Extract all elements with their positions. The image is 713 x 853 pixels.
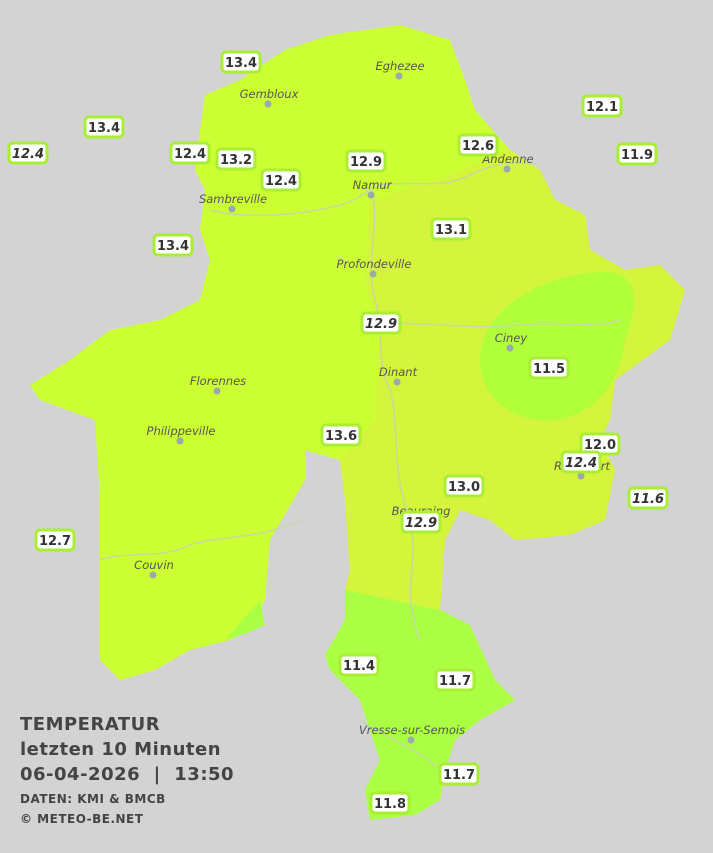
station-temp: 13.2 (220, 153, 252, 168)
town-dot (503, 165, 511, 173)
station-box (34, 528, 76, 552)
station-temp: 12.4 (174, 147, 206, 162)
town-label: Philippeville (147, 424, 216, 438)
town-label: Eghezee (375, 59, 424, 73)
station-temp: 11.7 (439, 674, 471, 689)
town-dot (506, 344, 514, 352)
station-temp: 13.4 (88, 121, 120, 136)
station-temp: 12.4 (565, 456, 597, 471)
town-dot (367, 191, 375, 199)
station-box (169, 141, 211, 165)
town-label: Namur (353, 178, 393, 192)
station-temp: 11.6 (632, 492, 664, 507)
cool-south (325, 590, 515, 820)
station-temp: 12.9 (350, 155, 382, 170)
station-box (345, 149, 387, 173)
station-box (7, 141, 49, 165)
station-box (152, 233, 194, 257)
town-dot (393, 378, 401, 386)
cool-zone (480, 271, 635, 421)
town-dot (369, 270, 377, 278)
station-box (430, 217, 472, 241)
subtitle: letzten 10 Minuten (20, 739, 221, 760)
station-box (338, 653, 380, 677)
station-temp: 13.4 (157, 239, 189, 254)
town-dot (577, 472, 585, 480)
town-label: Florennes (190, 374, 246, 388)
station-box (215, 147, 257, 171)
station-box (616, 142, 658, 166)
station-box (83, 115, 125, 139)
station-box (627, 486, 669, 510)
cool-west (225, 600, 265, 640)
station-temp: 12.6 (462, 139, 494, 154)
station-temp: 11.8 (374, 797, 406, 812)
town-label: Vresse-sur-Semois (359, 723, 465, 737)
station-temp: 11.7 (443, 768, 475, 783)
station-temp: 11.4 (343, 659, 375, 674)
town-label: Couvin (134, 558, 174, 572)
station-temp: 12.0 (584, 438, 616, 453)
town-label: Dinant (379, 365, 418, 379)
town-label: Profondeville (337, 257, 412, 271)
town-dot (264, 100, 272, 108)
town-label: Sambreville (199, 192, 267, 206)
station-box (443, 474, 485, 498)
source: DATEN: KMI & BMCB (20, 792, 166, 806)
station-box (220, 50, 262, 74)
town-label: Gembloux (240, 87, 299, 101)
station-box (320, 423, 362, 447)
town-label: Ciney (495, 331, 528, 345)
town-dot (149, 571, 157, 579)
station-temp: 12.9 (365, 317, 397, 332)
station-temp: 12.1 (586, 100, 618, 115)
station-box (434, 668, 476, 692)
station-box (438, 762, 480, 786)
station-temp: 12.9 (405, 516, 437, 531)
station-temp: 12.4 (265, 174, 297, 189)
town-dot (213, 387, 221, 395)
town-dot (176, 437, 184, 445)
town-dot (407, 736, 415, 744)
copyright: © METEO-BE.NET (20, 812, 144, 826)
station-temp: 12.7 (39, 534, 71, 549)
station-temp: 13.1 (435, 223, 467, 238)
station-temp: 12.4 (12, 147, 44, 162)
title: TEMPERATUR (20, 714, 160, 735)
station-temp: 11.9 (621, 148, 653, 163)
station-temp: 13.0 (448, 480, 480, 495)
station-box (369, 791, 411, 815)
station-box (528, 356, 570, 380)
station-box (260, 168, 302, 192)
town-dot (228, 205, 236, 213)
station-box (581, 94, 623, 118)
station-temp: 13.4 (225, 56, 257, 71)
station-temp: 13.6 (325, 429, 357, 444)
timestamp: 06-04-2026 | 13:50 (20, 764, 234, 785)
station-box (560, 450, 602, 474)
rivers (99, 162, 621, 771)
station-box (360, 311, 402, 335)
station-box (400, 510, 442, 534)
town-dot (395, 72, 403, 80)
station-box (457, 133, 499, 157)
station-temp: 11.5 (533, 362, 565, 377)
